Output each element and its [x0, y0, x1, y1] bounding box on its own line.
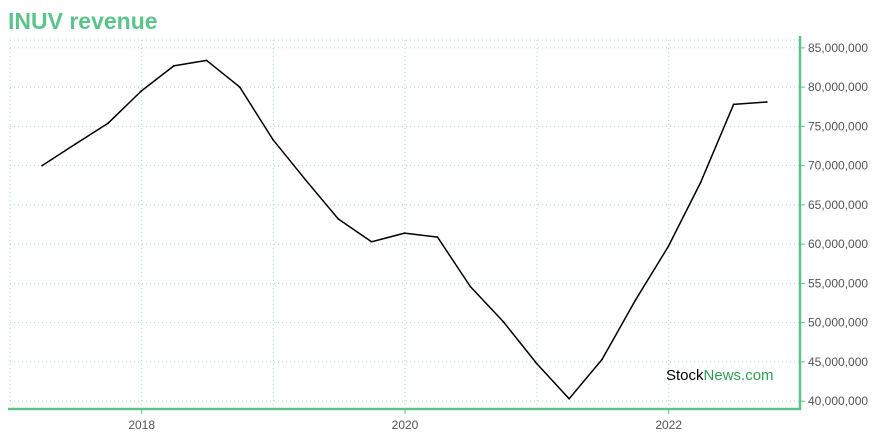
- data-point: [205, 59, 208, 62]
- y-tick-label: 50,000,000: [808, 316, 868, 330]
- watermark-part2: News.com: [704, 367, 774, 384]
- y-tick-label: 65,000,000: [808, 198, 868, 212]
- data-point: [172, 65, 175, 67]
- x-tick-label: 2022: [655, 418, 682, 432]
- data-point: [41, 164, 44, 167]
- y-tick-label: 75,000,000: [808, 119, 868, 133]
- y-tick-label: 60,000,000: [808, 237, 868, 251]
- x-tick-label: 2020: [392, 418, 419, 432]
- y-tick-label: 80,000,000: [808, 80, 868, 94]
- data-point: [765, 101, 768, 103]
- data-point: [535, 362, 538, 365]
- series: [41, 59, 768, 400]
- data-point: [272, 138, 274, 141]
- data-point: [634, 299, 637, 302]
- y-tick-label: 85,000,000: [808, 41, 868, 55]
- data-point: [601, 358, 603, 361]
- y-tick-label: 45,000,000: [808, 355, 868, 369]
- y-tick-label: 55,000,000: [808, 276, 868, 290]
- data-point: [667, 245, 670, 248]
- data-point: [403, 232, 406, 235]
- y-tick-label: 40,000,000: [808, 394, 868, 408]
- watermark: StockNews.com: [666, 367, 774, 384]
- data-point: [140, 90, 143, 92]
- watermark-part1: Stock: [666, 367, 704, 384]
- data-point: [732, 103, 735, 106]
- data-point: [337, 218, 340, 220]
- data-point: [304, 178, 307, 181]
- data-point: [469, 285, 472, 288]
- ticks: 40,000,000 45,000,000 50,000,000 55,000,000…: [128, 41, 868, 432]
- data-point: [370, 240, 373, 243]
- data-point: [568, 397, 571, 400]
- data-point: [74, 143, 76, 146]
- grid: [9, 39, 800, 409]
- series-line: [41, 59, 767, 400]
- data-point: [502, 320, 505, 323]
- data-point: [238, 86, 241, 89]
- data-point: [436, 236, 439, 238]
- data-point: [107, 122, 110, 125]
- data-point: [699, 181, 702, 184]
- y-tick-label: 70,000,000: [808, 159, 868, 173]
- x-tick-label: 2018: [128, 418, 155, 432]
- chart-title: INUV revenue: [8, 8, 158, 34]
